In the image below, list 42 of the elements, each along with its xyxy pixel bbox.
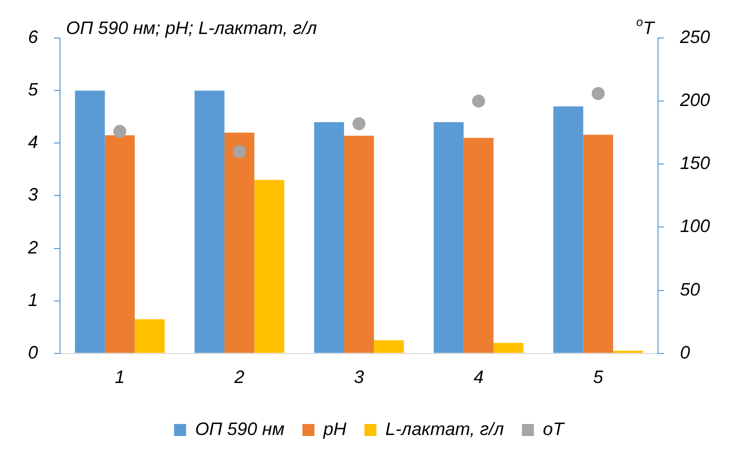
bar: [194, 90, 224, 353]
y2-tick-label: 150: [680, 153, 710, 174]
y2-tick-label: 200: [678, 90, 710, 110]
bar: [314, 122, 344, 353]
y-tick-label: 3: [28, 184, 38, 205]
bar: [224, 132, 254, 353]
y-tick-label: 4: [28, 132, 38, 152]
y-tick-label: 0: [28, 342, 38, 362]
y2-tick-label: 0: [680, 342, 690, 362]
legend-label: ОП 590 нм: [195, 419, 284, 439]
legend-label: pH: [322, 419, 348, 439]
x-tick-label: 3: [354, 367, 364, 388]
y-tick-label: 2: [26, 237, 38, 258]
legend-label: oT: [542, 419, 566, 439]
bar: [464, 138, 494, 353]
x-tick-label: 5: [593, 367, 604, 388]
bar: [134, 319, 165, 353]
x-tick-label: 4: [474, 367, 484, 388]
bar: [494, 342, 524, 353]
y-tick-label: 6: [28, 27, 39, 47]
x-tick-label: 2: [233, 367, 244, 388]
point: [113, 124, 126, 138]
x-tick-label: 1: [114, 367, 125, 388]
y-axis-title: ОП 590 нм; pH; L-лактат, г/л: [66, 18, 317, 38]
y-tick-label: 1: [28, 290, 38, 310]
bar: [374, 340, 404, 353]
bar: [74, 90, 105, 353]
bar: [254, 180, 284, 353]
y2-tick-label: 100: [680, 216, 710, 236]
bar: [344, 136, 374, 353]
point: [592, 87, 605, 100]
point: [232, 145, 246, 158]
y2-tick-label: 250: [678, 27, 710, 47]
y2-tick-label: 50: [680, 279, 700, 300]
legend-label: L-лактат, г/л: [385, 419, 504, 439]
bar: [553, 106, 584, 353]
bar: [434, 122, 464, 353]
point: [352, 117, 366, 130]
point: [472, 94, 486, 108]
bar: [583, 134, 614, 353]
bar: [104, 135, 135, 353]
y-tick-label: 5: [28, 80, 39, 100]
